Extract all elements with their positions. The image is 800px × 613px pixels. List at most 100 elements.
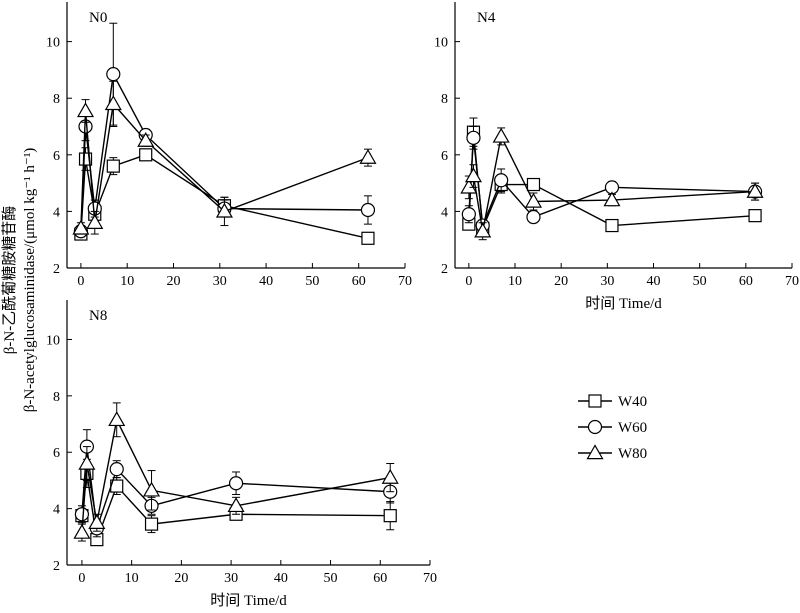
data-point	[383, 509, 397, 523]
data-point	[144, 517, 159, 531]
data-point	[461, 207, 476, 222]
legend: W40 W60 W80	[578, 394, 647, 462]
legend-item-w80: W80	[578, 444, 647, 462]
legend-item-w40: W40	[578, 394, 647, 410]
y-axis-title-en: β-N-acetylglucosaminidase/(μmol kg⁻¹ h⁻¹…	[22, 148, 38, 413]
y-tick-label: 6	[441, 149, 448, 164]
data-point	[104, 95, 122, 111]
series-w40	[74, 147, 375, 245]
data-point	[381, 468, 399, 484]
panel-n8: 0 10 20 30 40 50 60 70 2 4 6 8 10 N8 时间 Time/d	[46, 300, 437, 609]
x-tick-label: 20	[166, 274, 180, 289]
legend-label: W80	[618, 446, 647, 462]
data-point	[524, 192, 543, 208]
x-tick-label: 70	[398, 274, 412, 289]
legend-item-w60: W60	[578, 419, 647, 436]
y-tick-label: 4	[53, 205, 60, 220]
y-tick-label: 2	[53, 262, 60, 277]
y-tick-label: 8	[53, 390, 60, 405]
data-point	[359, 148, 377, 164]
x-tick-label: 40	[259, 274, 273, 289]
series-w80	[73, 402, 399, 542]
y-tick-label: 4	[441, 205, 448, 220]
x-tick-label: 70	[785, 274, 799, 289]
data-point	[108, 411, 126, 427]
series-w80	[460, 127, 764, 241]
x-tick-label: 10	[120, 274, 134, 289]
data-point	[460, 178, 478, 194]
x-tick-label: 50	[305, 274, 319, 289]
data-point	[106, 67, 121, 82]
y-tick-label: 6	[53, 446, 60, 461]
x-tick-label: 30	[600, 274, 614, 289]
data-point	[215, 202, 233, 218]
x-tick-label: 0	[465, 274, 472, 289]
x-tick-label: 60	[373, 571, 387, 586]
legend-marker	[586, 444, 604, 460]
series-w80	[72, 80, 377, 235]
data-point	[466, 130, 481, 145]
axis-titles: β-N-乙酰葡糖胺糖苷酶 β-N-acetylglucosaminidase/(μ…	[1, 148, 38, 413]
x-tick-label: 20	[174, 571, 188, 586]
x-tick-label: 30	[224, 571, 238, 586]
data-point	[492, 127, 510, 143]
y-tick-label: 8	[441, 92, 448, 107]
x-tick-label: 10	[508, 274, 522, 289]
data-point	[74, 507, 90, 522]
data-point	[143, 481, 161, 497]
legend-marker	[587, 419, 603, 435]
x-tick-label: 40	[647, 274, 661, 289]
y-tick-label: 2	[441, 262, 448, 277]
panel-label: N8	[89, 308, 107, 324]
y-tick-label: 2	[53, 559, 60, 574]
data-point	[361, 231, 375, 245]
data-point	[474, 222, 492, 238]
y-tick-label: 8	[53, 92, 60, 107]
x-tick-label: 30	[213, 274, 227, 289]
data-point	[86, 214, 104, 229]
y-tick-label: 10	[46, 333, 60, 348]
panel-label: N0	[89, 10, 107, 26]
legend-label: W60	[618, 420, 647, 436]
x-tick-label: 70	[423, 571, 437, 586]
x-tick-label: 50	[693, 274, 707, 289]
data-point	[109, 462, 124, 477]
data-point	[73, 523, 91, 539]
panel-label: N4	[477, 10, 496, 26]
data-point	[748, 209, 762, 223]
data-point	[137, 131, 155, 147]
panel-n4: 0 10 20 30 40 50 60 70 2 4 6 8 10 N4 时间 Time/d	[434, 2, 799, 312]
data-point	[88, 514, 106, 529]
data-point	[76, 102, 95, 118]
x-axis-title: 时间 Time/d	[210, 592, 287, 609]
data-point	[464, 167, 482, 183]
series-w40	[462, 117, 762, 235]
x-tick-label: 50	[324, 571, 338, 586]
y-tick-label: 10	[434, 36, 448, 51]
data-point	[78, 454, 96, 470]
x-axis-title: 时间 Time/d	[585, 295, 662, 312]
data-point	[72, 219, 90, 235]
data-point	[494, 173, 509, 188]
data-point	[526, 209, 541, 225]
panel-n0: 0 10 20 30 40 50 60 70 2 4 6 8 10 N0	[46, 2, 412, 289]
data-point	[228, 476, 244, 491]
x-tick-label: 0	[78, 571, 85, 586]
x-tick-label: 20	[554, 274, 568, 289]
y-tick-label: 10	[46, 36, 60, 51]
x-tick-label: 40	[274, 571, 288, 586]
y-tick-label: 6	[53, 149, 60, 164]
x-tick-label: 0	[77, 274, 84, 289]
data-point	[227, 497, 245, 513]
legend-marker	[588, 394, 602, 408]
x-tick-label: 10	[125, 571, 139, 586]
legend-label: W40	[618, 394, 647, 410]
x-tick-label: 60	[352, 274, 366, 289]
data-point	[139, 148, 153, 162]
y-axis-title-cn: β-N-乙酰葡糖胺糖苷酶	[1, 206, 18, 354]
data-point	[746, 182, 764, 198]
data-point	[603, 191, 621, 207]
data-point	[360, 202, 376, 218]
